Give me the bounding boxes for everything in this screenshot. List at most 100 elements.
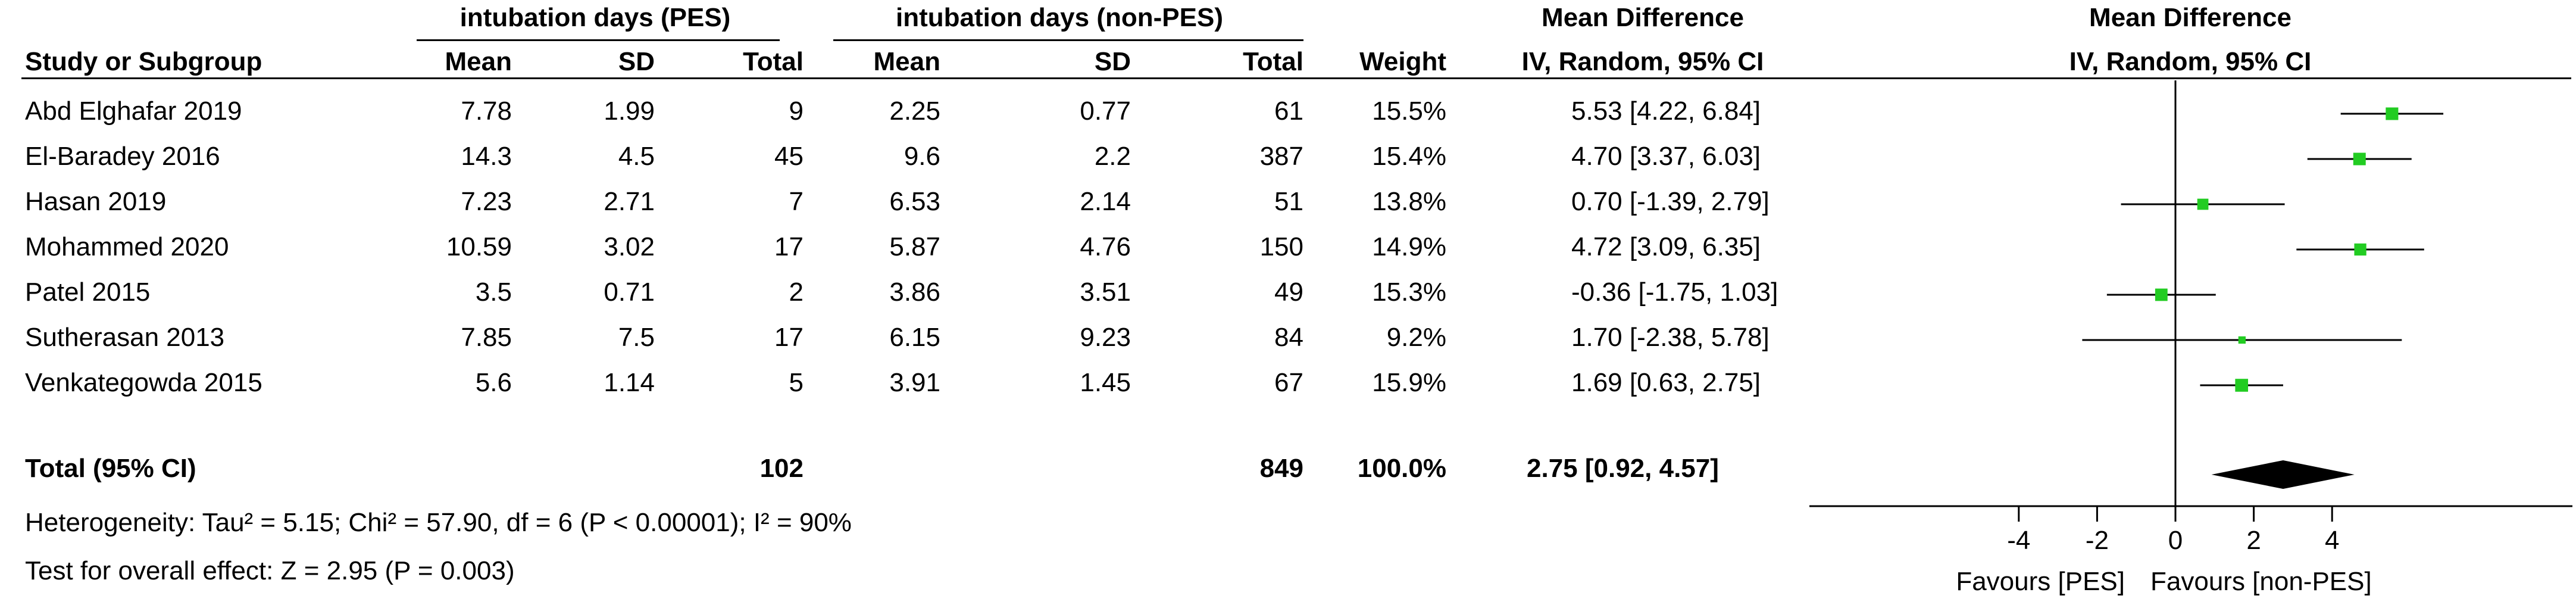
cell-total1: 45	[774, 142, 804, 171]
overall-effect-text: Test for overall effect: Z = 2.95 (P = 0…	[25, 556, 515, 585]
plot-method-header: IV, Random, 95% CI	[2069, 47, 2312, 76]
cell-sd1: 7.5	[618, 323, 655, 352]
cell-total2: 51	[1274, 187, 1303, 216]
favours-pes-label: Favours [PES]	[1956, 567, 2125, 596]
pooled-diamond	[2211, 460, 2355, 489]
group-pes-header: intubation days (PES)	[459, 3, 731, 32]
cell-sd1: 2.71	[604, 187, 655, 216]
effect-method-header: IV, Random, 95% CI	[1521, 47, 1764, 76]
cell-mean2: 9.6	[904, 142, 940, 171]
mean-pes-header: Mean	[445, 47, 512, 76]
heterogeneity-text: Heterogeneity: Tau² = 5.15; Chi² = 57.90…	[25, 508, 852, 537]
cell-total2: 150	[1259, 232, 1303, 261]
cell-sd2: 1.45	[1080, 368, 1131, 397]
cell-mean2: 6.15	[889, 323, 940, 352]
cell-mean2: 6.53	[889, 187, 940, 216]
cell-effect: 0.70 [-1.39, 2.79]	[1571, 187, 1770, 216]
cell-sd2: 3.51	[1080, 277, 1131, 307]
study-column-header: Study or Subgroup	[25, 47, 262, 76]
cell-weight: 13.8%	[1372, 187, 1446, 216]
cell-weight: 15.5%	[1372, 96, 1446, 126]
study-marker	[2238, 336, 2246, 344]
cell-mean2: 2.25	[889, 96, 940, 126]
cell-effect: 4.70 [3.37, 6.03]	[1571, 142, 1761, 171]
total-label: Total (95% CI)	[25, 454, 196, 483]
cell-sd1: 3.02	[604, 232, 655, 261]
cell-sd1: 1.99	[604, 96, 655, 126]
cell-sd2: 4.76	[1080, 232, 1131, 261]
cell-sd2: 0.77	[1080, 96, 1131, 126]
group-nonpes-underline	[833, 39, 1303, 41]
study-marker	[2155, 288, 2168, 301]
cell-mean1: 5.6	[475, 368, 512, 397]
cell-mean2: 3.91	[889, 368, 940, 397]
cell-weight: 14.9%	[1372, 232, 1446, 261]
total-effect: 2.75 [0.92, 4.57]	[1527, 454, 1719, 483]
cell-study: El-Baradey 2016	[25, 142, 220, 171]
cell-sd1: 1.14	[604, 368, 655, 397]
cell-mean1: 7.23	[461, 187, 512, 216]
study-marker	[2235, 379, 2249, 392]
cell-study: Mohammed 2020	[25, 232, 229, 261]
cell-effect: -0.36 [-1.75, 1.03]	[1571, 277, 1778, 307]
cell-weight: 15.3%	[1372, 277, 1446, 307]
study-marker	[2386, 107, 2399, 120]
plot-title-header: Mean Difference	[2089, 3, 2291, 32]
cell-effect: 4.72 [3.09, 6.35]	[1571, 232, 1761, 261]
cell-study: Sutherasan 2013	[25, 323, 225, 352]
cell-weight: 15.4%	[1372, 142, 1446, 171]
cell-mean2: 5.87	[889, 232, 940, 261]
cell-mean1: 14.3	[461, 142, 512, 171]
x-tick-label: -2	[2086, 526, 2109, 555]
cell-total2: 84	[1274, 323, 1303, 352]
cell-total1: 7	[789, 187, 804, 216]
cell-total1: 9	[789, 96, 804, 126]
cell-total1: 5	[789, 368, 804, 397]
cell-sd2: 2.14	[1080, 187, 1131, 216]
cell-sd2: 2.2	[1094, 142, 1131, 171]
mean-nonpes-header: Mean	[873, 47, 940, 76]
cell-mean1: 3.5	[475, 277, 512, 307]
cell-total1: 17	[774, 232, 804, 261]
favours-nonpes-label: Favours [non-PES]	[2150, 567, 2372, 596]
total-nonpes-count: 849	[1259, 454, 1303, 483]
group-nonpes-header: intubation days (non-PES)	[896, 3, 1223, 32]
x-tick-label: -4	[2007, 526, 2030, 555]
effect-title-header: Mean Difference	[1542, 3, 1744, 32]
x-tick-label: 2	[2246, 526, 2261, 555]
cell-study: Hasan 2019	[25, 187, 167, 216]
cell-study: Abd Elghafar 2019	[25, 96, 242, 126]
cell-total1: 2	[789, 277, 804, 307]
cell-total2: 49	[1274, 277, 1303, 307]
sd-pes-header: SD	[618, 47, 655, 76]
cell-study: Venkategowda 2015	[25, 368, 262, 397]
total-nonpes-header: Total	[1243, 47, 1303, 76]
cell-effect: 1.69 [0.63, 2.75]	[1571, 368, 1761, 397]
total-weight: 100.0%	[1357, 454, 1446, 483]
cell-total2: 67	[1274, 368, 1303, 397]
study-marker	[2197, 198, 2209, 210]
header-rule	[21, 77, 2571, 79]
cell-sd2: 9.23	[1080, 323, 1131, 352]
study-marker	[2354, 243, 2366, 256]
cell-mean2: 3.86	[889, 277, 940, 307]
cell-sd1: 4.5	[618, 142, 655, 171]
study-marker	[2353, 152, 2366, 166]
cell-weight: 9.2%	[1386, 323, 1446, 352]
cell-effect: 5.53 [4.22, 6.84]	[1571, 96, 1761, 126]
cell-sd1: 0.71	[604, 277, 655, 307]
group-pes-underline	[417, 39, 780, 41]
x-tick-label: 0	[2168, 526, 2183, 555]
total-pes-header: Total	[743, 47, 804, 76]
cell-effect: 1.70 [-2.38, 5.78]	[1571, 323, 1770, 352]
x-tick-label: 4	[2325, 526, 2339, 555]
sd-nonpes-header: SD	[1094, 47, 1131, 76]
cell-weight: 15.9%	[1372, 368, 1446, 397]
cell-mean1: 10.59	[446, 232, 512, 261]
cell-study: Patel 2015	[25, 277, 151, 307]
cell-mean1: 7.85	[461, 323, 512, 352]
cell-mean1: 7.78	[461, 96, 512, 126]
weight-header: Weight	[1359, 47, 1446, 76]
cell-total2: 61	[1274, 96, 1303, 126]
